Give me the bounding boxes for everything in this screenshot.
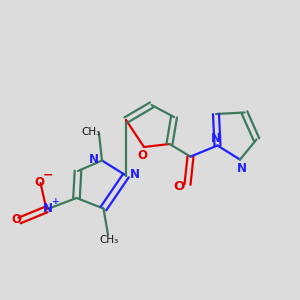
Text: +: + xyxy=(52,197,60,206)
Text: N: N xyxy=(236,161,247,175)
Text: O: O xyxy=(11,213,22,226)
Text: CH₃: CH₃ xyxy=(100,235,119,245)
Text: O: O xyxy=(173,179,184,193)
Text: O: O xyxy=(34,176,44,189)
Text: −: − xyxy=(43,168,53,181)
Text: N: N xyxy=(43,202,53,215)
Text: N: N xyxy=(129,168,140,181)
Text: O: O xyxy=(137,149,148,162)
Text: CH₃: CH₃ xyxy=(82,127,101,137)
Text: N: N xyxy=(88,153,99,166)
Text: N: N xyxy=(211,131,221,145)
